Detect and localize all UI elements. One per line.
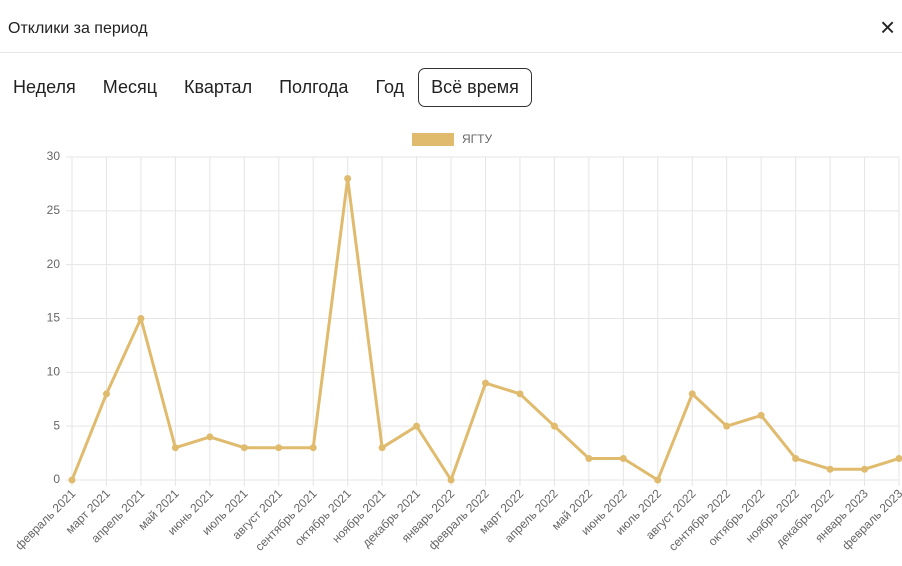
tab[interactable]: Неделя bbox=[13, 76, 76, 97]
point bbox=[102, 390, 110, 398]
point bbox=[826, 465, 834, 473]
point bbox=[688, 390, 696, 398]
point bbox=[619, 454, 627, 462]
point bbox=[895, 454, 902, 462]
point bbox=[447, 476, 455, 484]
point bbox=[206, 433, 214, 441]
y-tick-label: 0 bbox=[53, 472, 60, 486]
point bbox=[861, 465, 869, 473]
point bbox=[792, 454, 800, 462]
point bbox=[275, 444, 283, 452]
modal-title: Отклики за период bbox=[8, 20, 148, 37]
y-tick-label: 30 bbox=[47, 149, 61, 163]
y-tick-label: 25 bbox=[47, 203, 61, 217]
point bbox=[550, 422, 558, 430]
tab[interactable]: Полгода bbox=[279, 76, 349, 97]
point bbox=[585, 454, 593, 462]
y-tick-label: 5 bbox=[53, 418, 60, 432]
point bbox=[378, 444, 386, 452]
legend-swatch bbox=[412, 133, 454, 146]
point bbox=[516, 390, 524, 398]
point bbox=[344, 175, 352, 183]
tab[interactable]: Год bbox=[375, 76, 405, 97]
point bbox=[240, 444, 248, 452]
point bbox=[137, 315, 145, 322]
point bbox=[757, 411, 765, 419]
tab[interactable]: Всё время bbox=[418, 67, 532, 107]
point bbox=[413, 422, 421, 430]
y-tick-label: 10 bbox=[47, 365, 61, 379]
y-tick-label: 20 bbox=[47, 257, 61, 271]
close-button[interactable]: × bbox=[880, 12, 896, 42]
point bbox=[171, 444, 179, 452]
tabs: Неделя Месяц Квартал Полгода Год Всё время bbox=[0, 66, 533, 108]
point bbox=[723, 422, 731, 430]
separator bbox=[0, 52, 902, 53]
y-tick-label: 15 bbox=[47, 311, 61, 325]
point bbox=[482, 379, 489, 387]
legend-label: ЯГТУ bbox=[462, 132, 492, 146]
point bbox=[309, 444, 317, 452]
tab[interactable]: Квартал bbox=[184, 76, 253, 97]
point bbox=[654, 476, 662, 484]
point bbox=[68, 476, 76, 484]
tab[interactable]: Месяц bbox=[102, 76, 158, 97]
